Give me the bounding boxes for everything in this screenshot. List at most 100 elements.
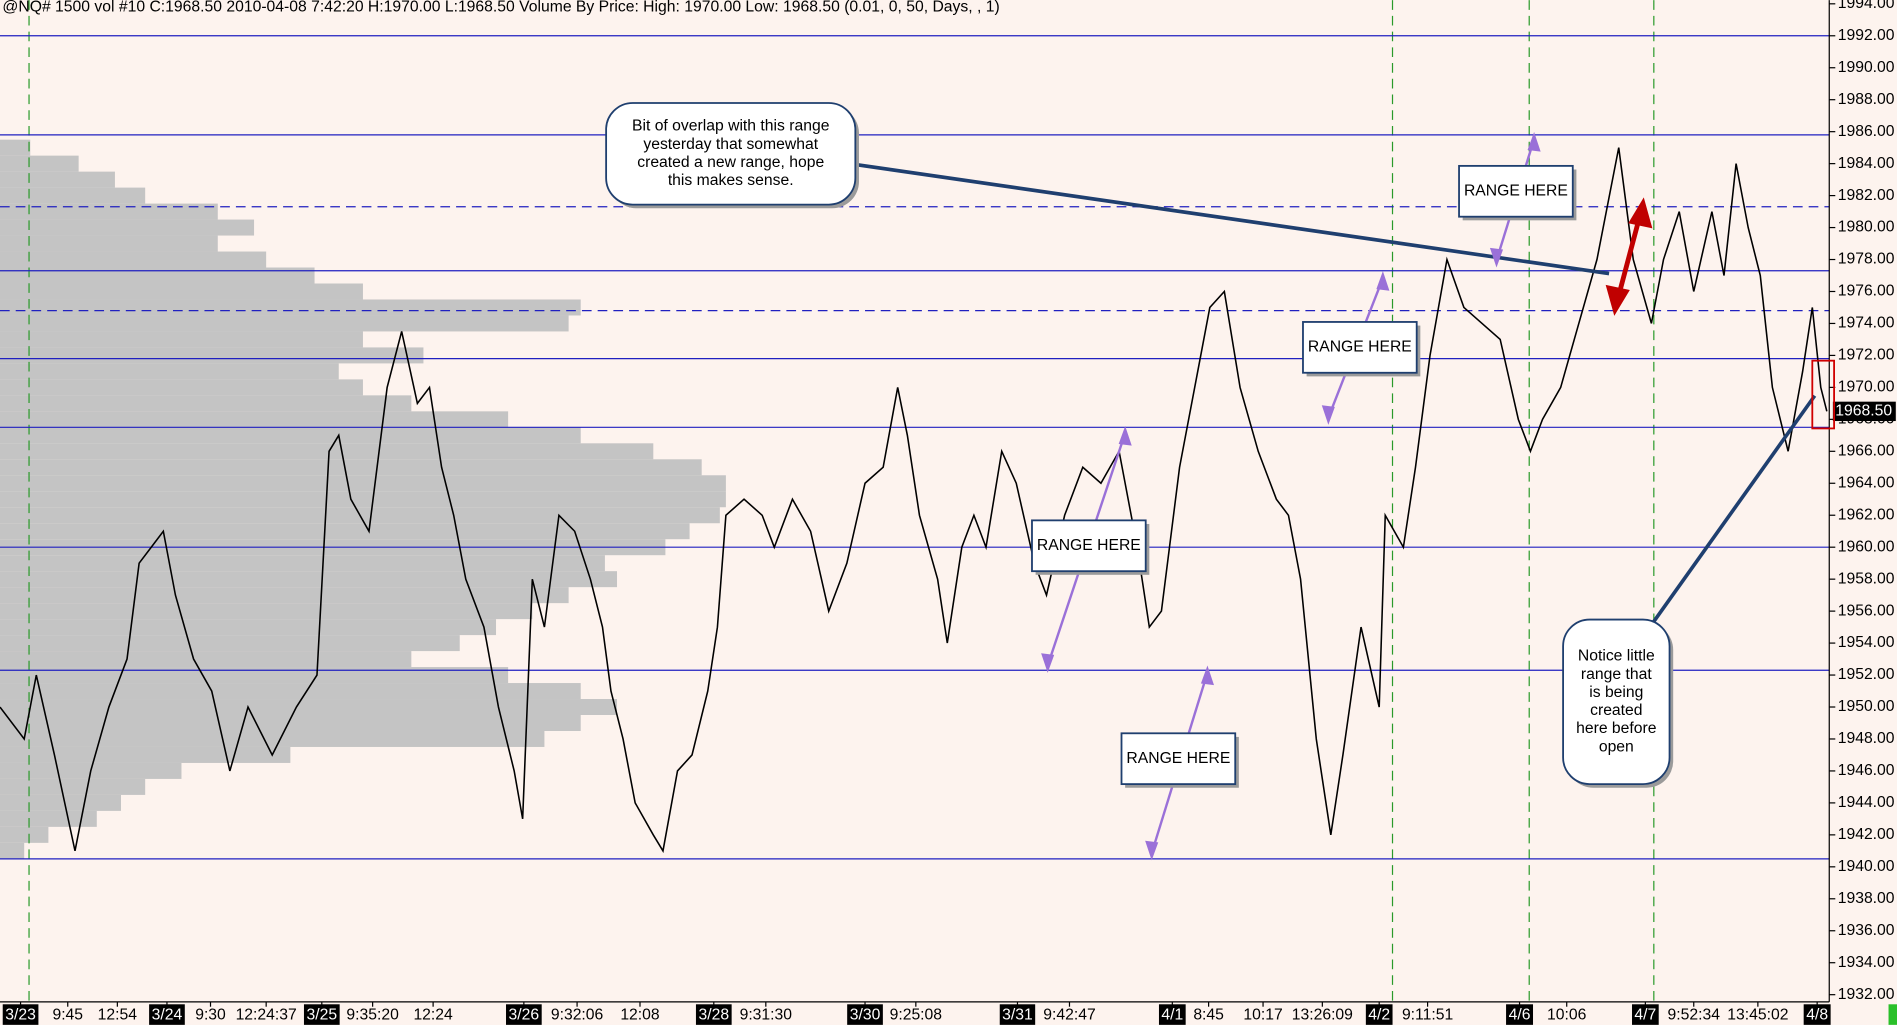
profile-bar — [0, 667, 509, 684]
annotation-text: created a new range, hope — [637, 154, 824, 171]
annotation-text: is being — [1589, 684, 1643, 701]
y-tick-label: 1970.00 — [1838, 379, 1895, 396]
profile-bar — [0, 810, 97, 827]
y-tick-label: 1962.00 — [1838, 506, 1895, 523]
x-tick-label: 12:54 — [98, 1006, 138, 1023]
profile-bar — [0, 571, 618, 588]
y-tick-label: 1936.00 — [1838, 922, 1895, 939]
date-box — [1506, 1004, 1534, 1025]
profile-bar — [0, 794, 121, 811]
x-tick-label: 4/6 — [1509, 1006, 1531, 1023]
profile-bar — [0, 730, 545, 747]
x-tick-label: 4/1 — [1161, 1006, 1183, 1023]
y-tick-label: 1938.00 — [1838, 890, 1895, 907]
profile-bar — [0, 395, 412, 412]
y-tick-label: 1976.00 — [1838, 283, 1895, 300]
x-tick-label: 4/7 — [1634, 1006, 1656, 1023]
header: @NQ# 1500 vol #10 C:1968.50 2010-04-08 7… — [2, 0, 999, 16]
profile-bar — [0, 283, 363, 300]
x-tick-label: 12:24 — [413, 1006, 453, 1023]
date-box — [1365, 1004, 1393, 1025]
profile-bar — [0, 683, 581, 700]
x-tick-label: 9:25:08 — [890, 1006, 943, 1023]
y-tick-label: 1932.00 — [1838, 986, 1895, 1003]
date-box — [695, 1004, 732, 1025]
profile-bar — [0, 842, 25, 859]
date-box — [847, 1004, 883, 1025]
profile-bar — [0, 379, 363, 396]
x-tick-label: 13:26:09 — [1292, 1006, 1353, 1023]
profile-bar — [0, 603, 533, 620]
annotation-text: created — [1590, 702, 1642, 719]
profile-bar — [0, 251, 267, 268]
profile-bar — [0, 347, 424, 364]
profile-bar — [0, 299, 581, 316]
annotation-text: RANGE HERE — [1037, 537, 1141, 554]
profile-bar — [0, 411, 509, 428]
profile-bar — [0, 267, 315, 284]
date-box — [149, 1004, 185, 1025]
y-tick-label: 1948.00 — [1838, 730, 1895, 747]
date-box — [506, 1004, 542, 1025]
y-tick-label: 1984.00 — [1838, 155, 1895, 172]
y-tick-label: 1986.00 — [1838, 123, 1895, 140]
profile-bar — [0, 635, 460, 652]
status-marker — [1888, 1004, 1897, 1025]
y-tick-label: 1974.00 — [1838, 315, 1895, 332]
x-tick-label: 9:52:34 — [1668, 1006, 1721, 1023]
annotation-box — [1562, 618, 1671, 786]
last-price-box — [1832, 401, 1896, 422]
x-tick-label: 9:11:51 — [1402, 1006, 1453, 1023]
x-tick-label: 9:32:06 — [551, 1006, 604, 1023]
x-tick-label: 4/2 — [1368, 1006, 1390, 1023]
profile-bar — [0, 219, 255, 236]
x-tick-label: 3/25 — [307, 1006, 338, 1023]
x-tick-label: 3/24 — [152, 1006, 183, 1023]
annotation-box — [1120, 732, 1237, 786]
x-tick-label: 3/23 — [5, 1006, 36, 1023]
profile-bar — [0, 427, 581, 444]
date-box — [999, 1004, 1036, 1025]
x-tick-label: 8:45 — [1193, 1006, 1224, 1023]
annotation-text: this makes sense. — [668, 172, 794, 189]
y-tick-label: 1942.00 — [1838, 826, 1895, 843]
profile-bar — [0, 699, 618, 716]
price-series: 1968.50 — [0, 147, 1896, 854]
annotation-text: range that — [1581, 666, 1652, 683]
annotation-box — [605, 102, 857, 206]
x-tick-label: 3/28 — [698, 1006, 729, 1023]
date-box — [1803, 1004, 1831, 1025]
profile-bar — [0, 619, 497, 636]
profile-bar — [0, 443, 654, 460]
profile-bar — [0, 715, 581, 731]
profile-bar — [0, 523, 690, 540]
profile-bar — [0, 203, 218, 220]
profile-bar — [0, 587, 569, 604]
annotation-text: Notice little — [1578, 648, 1655, 665]
annotations: Bit of overlap with this rangeyesterday … — [605, 102, 1897, 1025]
last-price-label: 1968.50 — [1835, 403, 1892, 420]
profile-bar — [0, 491, 726, 508]
profile-bar — [0, 651, 412, 668]
y-tick-label: 1988.00 — [1838, 91, 1895, 108]
y-tick-label: 1980.00 — [1838, 219, 1895, 236]
annotation-box — [1302, 321, 1418, 374]
callout-pointer — [1651, 394, 1817, 625]
annotation-text: RANGE HERE — [1464, 182, 1568, 199]
date-box — [1158, 1004, 1186, 1025]
y-tick-label: 1940.00 — [1838, 858, 1895, 875]
y-tick-label: 1994.00 — [1838, 0, 1895, 12]
y-tick-label: 1990.00 — [1838, 59, 1895, 76]
y-tick-label: 1950.00 — [1838, 698, 1895, 715]
y-tick-label: 1956.00 — [1838, 602, 1895, 619]
annotation-text: yesterday that somewhat — [643, 136, 818, 153]
x-tick-label: 9:42:47 — [1043, 1006, 1095, 1023]
highlight-box — [1811, 359, 1835, 430]
y-tick-label: 1978.00 — [1838, 251, 1895, 268]
x-tick-label: 12:24:37 — [236, 1006, 297, 1023]
y-tick-label: 1954.00 — [1838, 634, 1895, 651]
callout-pointer — [856, 162, 1610, 276]
profile-bar — [0, 459, 702, 476]
profile-bar — [0, 778, 146, 795]
